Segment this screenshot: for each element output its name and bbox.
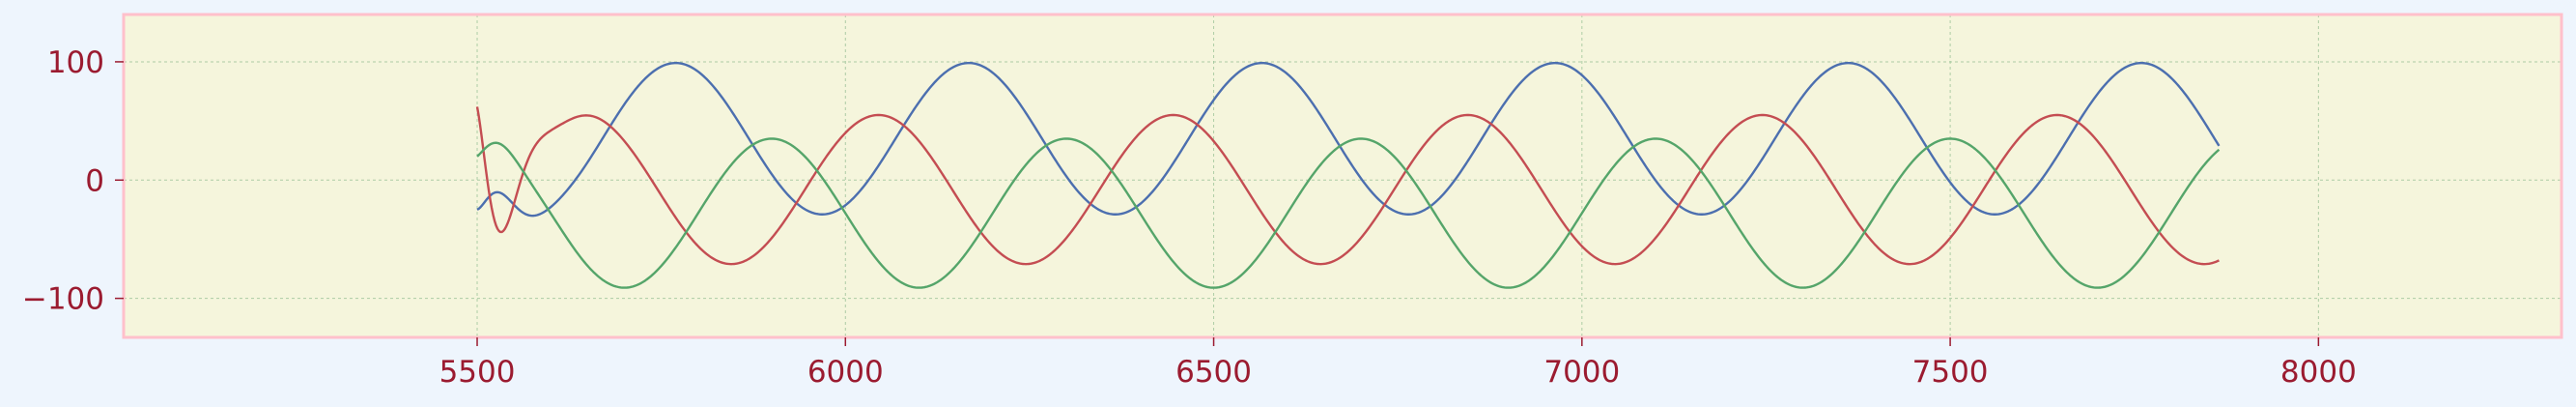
- series-line-3: [476, 137, 2221, 289]
- y-tick-label: 0: [85, 163, 104, 198]
- plot-area: [124, 15, 2562, 337]
- plot-frame: [122, 13, 2563, 339]
- y-tick-label: 100: [47, 45, 104, 80]
- x-tick-label: 7000: [1543, 355, 1620, 390]
- series-line-1: [476, 61, 2221, 218]
- x-tick-label: 7500: [1912, 355, 1989, 390]
- x-tick-label: 6000: [807, 355, 884, 390]
- series-line-2: [475, 106, 2220, 266]
- x-tick-label: 5500: [439, 355, 516, 390]
- x-axis: 5500 6000 6500 7000 7500 8000: [439, 337, 2357, 390]
- series-lines: [475, 61, 2221, 289]
- x-tick-label: 6500: [1175, 355, 1252, 390]
- y-axis: 100 0 −100: [22, 45, 124, 317]
- y-tick-label: −100: [22, 282, 104, 317]
- x-tick-label: 8000: [2280, 355, 2357, 390]
